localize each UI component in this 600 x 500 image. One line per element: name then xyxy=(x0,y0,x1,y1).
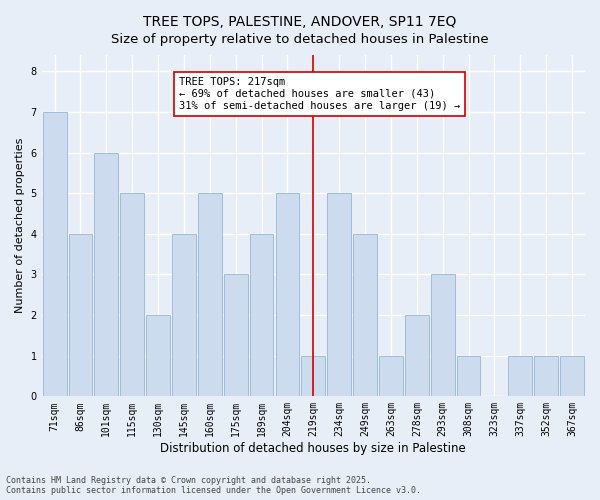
Bar xyxy=(68,234,92,396)
Bar xyxy=(379,356,403,397)
Bar xyxy=(121,193,144,396)
Bar xyxy=(405,315,429,396)
Bar xyxy=(328,193,351,396)
Y-axis label: Number of detached properties: Number of detached properties xyxy=(15,138,25,314)
Text: Size of property relative to detached houses in Palestine: Size of property relative to detached ho… xyxy=(111,32,489,46)
Bar xyxy=(250,234,274,396)
Bar xyxy=(353,234,377,396)
Bar xyxy=(275,193,299,396)
Bar xyxy=(508,356,532,397)
Bar xyxy=(198,193,222,396)
Text: Contains HM Land Registry data © Crown copyright and database right 2025.
Contai: Contains HM Land Registry data © Crown c… xyxy=(6,476,421,495)
Text: TREE TOPS: 217sqm
← 69% of detached houses are smaller (43)
31% of semi-detached: TREE TOPS: 217sqm ← 69% of detached hous… xyxy=(179,78,460,110)
Bar xyxy=(431,274,455,396)
Bar xyxy=(301,356,325,397)
Bar xyxy=(560,356,584,397)
Bar xyxy=(534,356,558,397)
Text: TREE TOPS, PALESTINE, ANDOVER, SP11 7EQ: TREE TOPS, PALESTINE, ANDOVER, SP11 7EQ xyxy=(143,15,457,29)
Bar xyxy=(457,356,481,397)
Bar xyxy=(146,315,170,396)
Bar xyxy=(224,274,248,396)
X-axis label: Distribution of detached houses by size in Palestine: Distribution of detached houses by size … xyxy=(160,442,466,455)
Bar xyxy=(94,152,118,396)
Bar xyxy=(43,112,67,397)
Bar xyxy=(172,234,196,396)
